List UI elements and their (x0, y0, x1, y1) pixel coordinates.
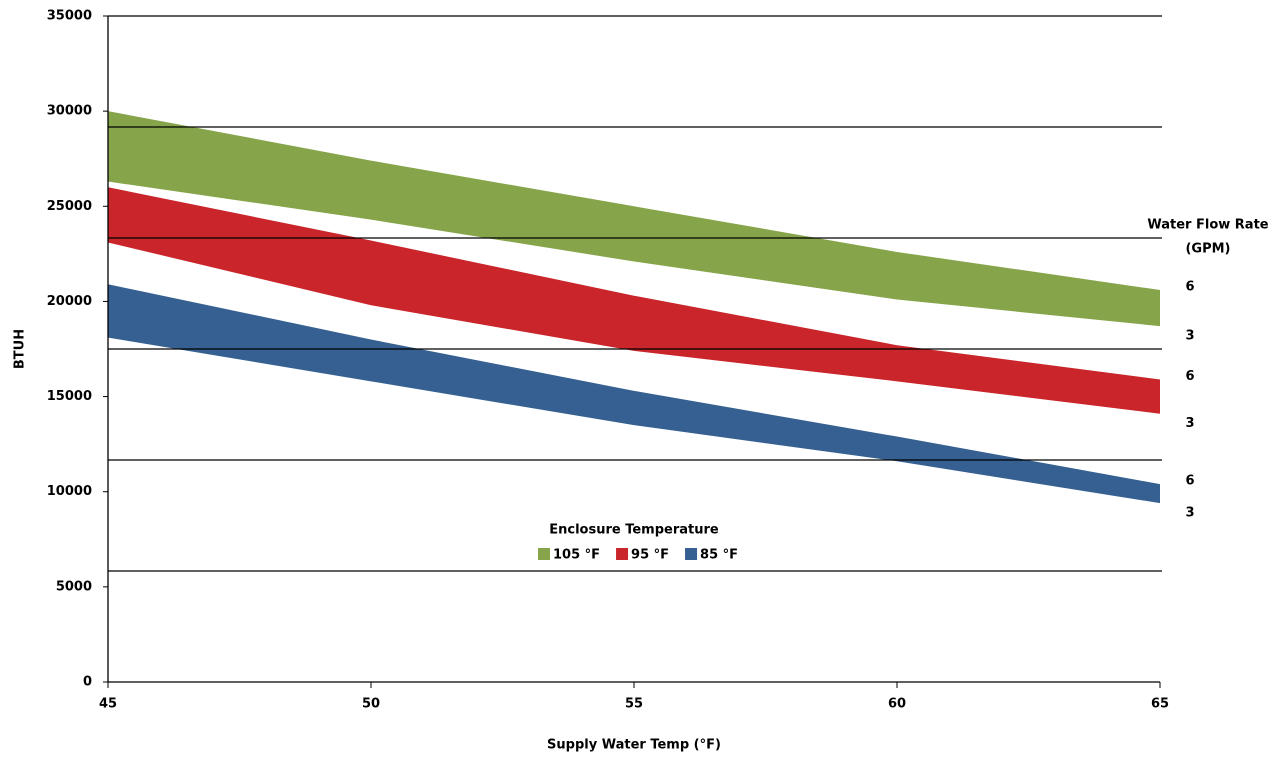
x-tick-label: 60 (888, 697, 906, 712)
legend-swatch (538, 548, 550, 560)
y-tick-label: 25000 (47, 199, 92, 214)
flow-label: 3 (1185, 506, 1194, 521)
legend-label: 105 °F (553, 548, 600, 563)
legend-title: Enclosure Temperature (549, 523, 719, 538)
band (108, 187, 1160, 414)
flow-title: (GPM) (1185, 242, 1230, 257)
y-axis-label: BTUH (13, 329, 28, 369)
x-tick-label: 65 (1151, 697, 1169, 712)
x-tick-label: 55 (625, 697, 643, 712)
y-tick-label: 30000 (47, 104, 92, 119)
x-tick-label: 45 (99, 697, 117, 712)
y-tick-label: 0 (83, 675, 92, 690)
y-tick-label: 5000 (56, 579, 92, 594)
legend-swatch (616, 548, 629, 560)
x-axis-label: Supply Water Temp (°F) (547, 738, 721, 753)
band (108, 284, 1160, 504)
y-tick-label: 10000 (47, 484, 92, 499)
flow-label: 6 (1185, 474, 1194, 489)
flow-label: 3 (1185, 329, 1194, 344)
y-tick-label: 35000 (47, 9, 92, 24)
flow-title: Water Flow Rate (1147, 218, 1268, 233)
legend-label: 95 °F (631, 548, 669, 563)
x-tick-label: 50 (362, 697, 380, 712)
flow-label: 6 (1185, 369, 1194, 384)
legend-swatch (685, 548, 698, 560)
y-tick-label: 15000 (47, 389, 92, 404)
flow-label: 6 (1185, 280, 1194, 295)
flow-label: 3 (1185, 416, 1194, 431)
band (108, 111, 1160, 327)
legend-label: 85 °F (700, 548, 738, 563)
y-tick-label: 20000 (47, 294, 92, 309)
